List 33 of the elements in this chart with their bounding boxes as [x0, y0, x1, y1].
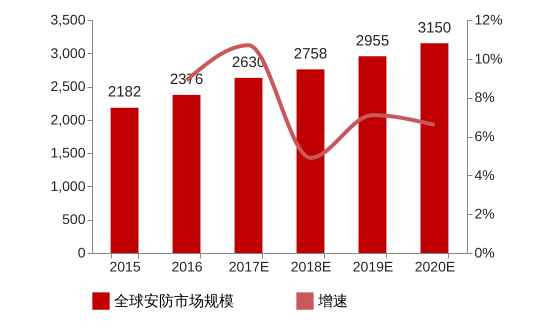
legend-label: 增速 [317, 293, 348, 310]
y-tick-label: 3,500 [50, 12, 86, 28]
y2-tick-label: 6% [474, 128, 495, 144]
y-tick-label: 2,500 [50, 78, 86, 94]
bar [296, 69, 324, 253]
y2-tick-label: 0% [474, 244, 495, 260]
x-tick-label: 2017E [228, 258, 270, 274]
y2-tick-label: 12% [474, 12, 503, 28]
x-tick-label: 2018E [290, 258, 332, 274]
y-tick-label: 500 [62, 211, 86, 228]
x-tick-label: 2015 [109, 258, 141, 274]
data-label: 3150 [418, 19, 452, 36]
y2-tick-label: 4% [474, 166, 495, 183]
bar [234, 78, 262, 253]
x-tick-label: 2019E [352, 258, 394, 274]
y-tick-label: 3,000 [50, 44, 86, 61]
data-label: 2182 [108, 84, 142, 101]
y-tick-label: 1,500 [50, 144, 86, 161]
bar [110, 108, 138, 253]
data-label: 2758 [294, 45, 328, 62]
x-tick-label: 2016 [171, 258, 203, 274]
y-tick-label: 1,000 [50, 178, 86, 194]
legend-label: 全球安防市场规模 [114, 293, 234, 310]
y2-tick-label: 8% [474, 89, 495, 106]
y2-tick-label: 10% [474, 50, 503, 66]
bar [420, 43, 448, 253]
bar [358, 56, 386, 253]
bar [172, 94, 200, 253]
y2-tick-label: 2% [474, 206, 495, 222]
y-tick-label: 0 [78, 244, 86, 260]
x-tick-label: 2020E [414, 258, 456, 274]
data-label: 2955 [356, 32, 390, 50]
y-tick-label: 2,000 [50, 111, 86, 128]
